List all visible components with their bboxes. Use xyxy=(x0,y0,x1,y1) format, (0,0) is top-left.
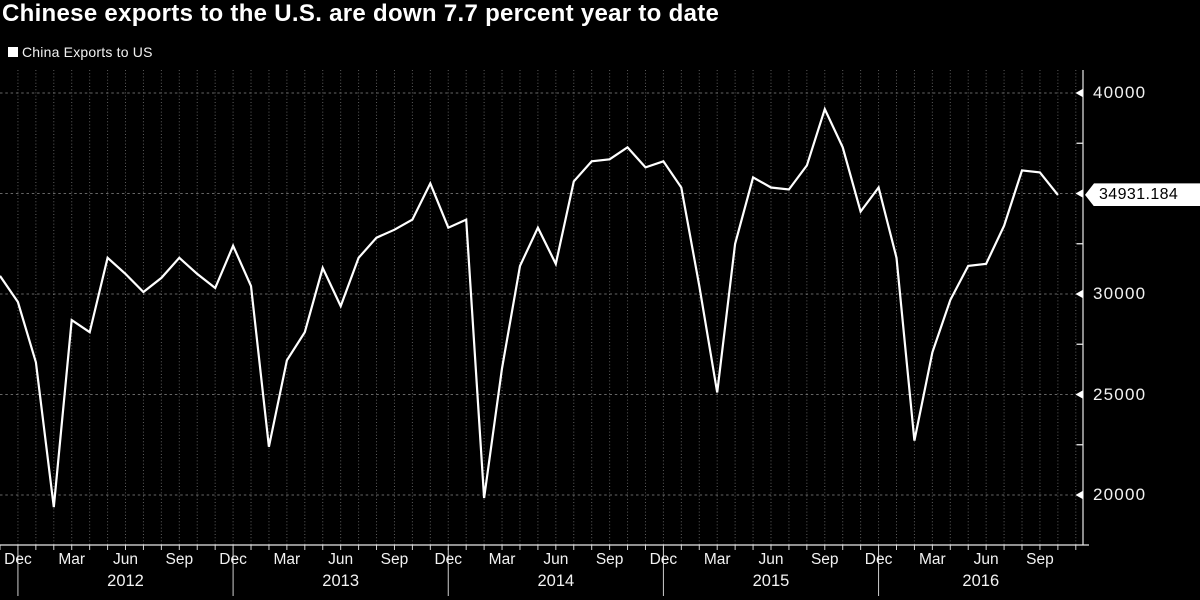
chart-title: Chinese exports to the U.S. are down 7.7… xyxy=(2,0,720,27)
y-axis-tick-arrow xyxy=(1075,390,1083,399)
x-axis-month-label: Jun xyxy=(758,551,784,568)
x-axis-month-label: Dec xyxy=(649,551,678,568)
x-axis-month-label: Mar xyxy=(919,551,946,568)
x-axis-month-label: Jun xyxy=(543,551,569,568)
x-axis-month-label: Mar xyxy=(273,551,301,568)
y-axis-tick-label: 25000 xyxy=(1093,384,1147,404)
data-line-china-exports xyxy=(0,106,1059,508)
y-axis-tick-label: 30000 xyxy=(1093,284,1147,303)
x-axis-month-label: Sep xyxy=(810,551,839,568)
x-axis-month-label: Mar xyxy=(703,551,731,568)
x-axis-month-label: Dec xyxy=(434,551,463,568)
x-axis-month-label: Sep xyxy=(1026,551,1054,568)
y-axis-tick-label: 40000 xyxy=(1093,83,1147,102)
x-axis-month-label: Sep xyxy=(380,551,409,568)
x-axis-month-label: Dec xyxy=(219,551,247,568)
legend-series-label: China Exports to US xyxy=(22,44,153,60)
x-axis-month-label: Mar xyxy=(488,551,516,568)
x-axis-month-label: Dec xyxy=(4,551,32,568)
y-axis-tick-arrow xyxy=(1075,88,1083,98)
x-axis-year-label: 2012 xyxy=(107,572,144,590)
x-axis-month-label: Jun xyxy=(973,551,999,568)
y-axis-tick-label: 20000 xyxy=(1093,485,1147,504)
last-value-tag: 34931.184 xyxy=(1085,183,1200,207)
x-axis-year-label: 2015 xyxy=(752,572,790,590)
x-axis-month-label: Sep xyxy=(595,551,624,568)
x-axis-year-label: 2013 xyxy=(322,572,360,590)
y-axis-tick-arrow xyxy=(1075,490,1083,500)
legend: China Exports to US xyxy=(8,44,153,60)
y-axis-tick-arrow xyxy=(1075,289,1083,299)
y-axis-tick-arrow xyxy=(1075,189,1083,198)
x-axis-month-label: Mar xyxy=(58,551,86,568)
x-axis-year-label: 2016 xyxy=(962,572,1000,590)
x-axis-month-label: Jun xyxy=(328,551,354,568)
x-axis-month-label: Jun xyxy=(113,551,138,568)
x-axis-month-label: Dec xyxy=(864,551,893,568)
legend-series-marker-icon xyxy=(8,47,18,57)
x-axis-month-label: Sep xyxy=(165,551,194,568)
x-axis-year-label: 2014 xyxy=(537,572,575,590)
